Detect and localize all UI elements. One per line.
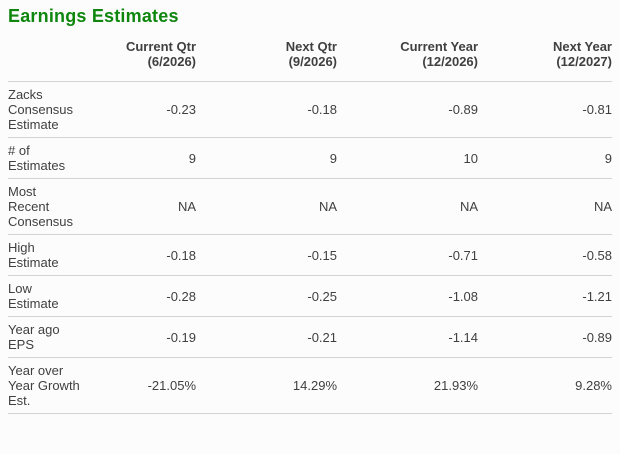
- table-row-most-recent-consensus: Most Recent Consensus NA NA NA NA: [8, 178, 612, 235]
- cell: 21.93%: [337, 357, 478, 414]
- table-row-year-over-year-growth-est: Year over Year Growth Est. -21.05% 14.29…: [8, 357, 612, 414]
- page-title: Earnings Estimates: [8, 6, 179, 26]
- row-label: # of Estimates: [8, 137, 98, 179]
- column-header-next-year: Next Year (12/2027): [478, 31, 612, 82]
- earnings-estimates-panel: Earnings Estimates Current Qtr (6/2026) …: [0, 6, 620, 414]
- cell: -0.58: [478, 234, 612, 276]
- cell: 14.29%: [196, 357, 337, 414]
- cell: NA: [98, 178, 196, 235]
- row-label: High Estimate: [8, 234, 98, 276]
- row-label: Year ago EPS: [8, 316, 98, 358]
- cell: -0.28: [98, 275, 196, 317]
- column-header-current-qtr: Current Qtr (6/2026): [98, 31, 196, 82]
- cell: NA: [478, 178, 612, 235]
- row-label: Zacks Consensus Estimate: [8, 81, 98, 138]
- column-header-label: Current Year: [400, 39, 478, 54]
- cell: -0.18: [196, 81, 337, 138]
- table-row-high-estimate: High Estimate -0.18 -0.15 -0.71 -0.58: [8, 234, 612, 276]
- cell: -0.18: [98, 234, 196, 276]
- column-header-period: (12/2026): [422, 54, 478, 69]
- cell: -0.25: [196, 275, 337, 317]
- column-header-label: Next Qtr: [285, 39, 337, 54]
- row-label: Most Recent Consensus: [8, 178, 98, 235]
- cell: -0.89: [337, 81, 478, 138]
- table-body: Zacks Consensus Estimate -0.23 -0.18 -0.…: [8, 81, 612, 414]
- header-row: Current Qtr (6/2026) Next Qtr (9/2026) C…: [8, 31, 612, 82]
- table-row-low-estimate: Low Estimate -0.28 -0.25 -1.08 -1.21: [8, 275, 612, 317]
- row-label: Year over Year Growth Est.: [8, 357, 98, 414]
- cell: NA: [337, 178, 478, 235]
- cell: -0.19: [98, 316, 196, 358]
- cell: -0.71: [337, 234, 478, 276]
- column-header-period: (12/2027): [556, 54, 612, 69]
- cell: -1.14: [337, 316, 478, 358]
- table-row-year-ago-eps: Year ago EPS -0.19 -0.21 -1.14 -0.89: [8, 316, 612, 358]
- cell: -0.15: [196, 234, 337, 276]
- cell: -0.81: [478, 81, 612, 138]
- cell: 9.28%: [478, 357, 612, 414]
- earnings-estimates-table: Current Qtr (6/2026) Next Qtr (9/2026) C…: [8, 31, 612, 414]
- cell: 10: [337, 137, 478, 179]
- cell: -1.21: [478, 275, 612, 317]
- column-header-current-year: Current Year (12/2026): [337, 31, 478, 82]
- column-header-next-qtr: Next Qtr (9/2026): [196, 31, 337, 82]
- cell: 9: [478, 137, 612, 179]
- column-header-period: (9/2026): [288, 54, 337, 69]
- cell: -0.21: [196, 316, 337, 358]
- row-label: Low Estimate: [8, 275, 98, 317]
- column-header-period: (6/2026): [147, 54, 196, 69]
- cell: -0.89: [478, 316, 612, 358]
- table-row-number-of-estimates: # of Estimates 9 9 10 9: [8, 137, 612, 179]
- cell: 9: [196, 137, 337, 179]
- table-row-zacks-consensus-estimate: Zacks Consensus Estimate -0.23 -0.18 -0.…: [8, 81, 612, 138]
- cell: -21.05%: [98, 357, 196, 414]
- column-header-label: Current Qtr: [125, 39, 196, 54]
- header-spacer: [8, 31, 98, 82]
- column-header-label: Next Year: [552, 39, 612, 54]
- cell: 9: [98, 137, 196, 179]
- cell: -1.08: [337, 275, 478, 317]
- cell: NA: [196, 178, 337, 235]
- cell: -0.23: [98, 81, 196, 138]
- table-header: Current Qtr (6/2026) Next Qtr (9/2026) C…: [8, 31, 612, 82]
